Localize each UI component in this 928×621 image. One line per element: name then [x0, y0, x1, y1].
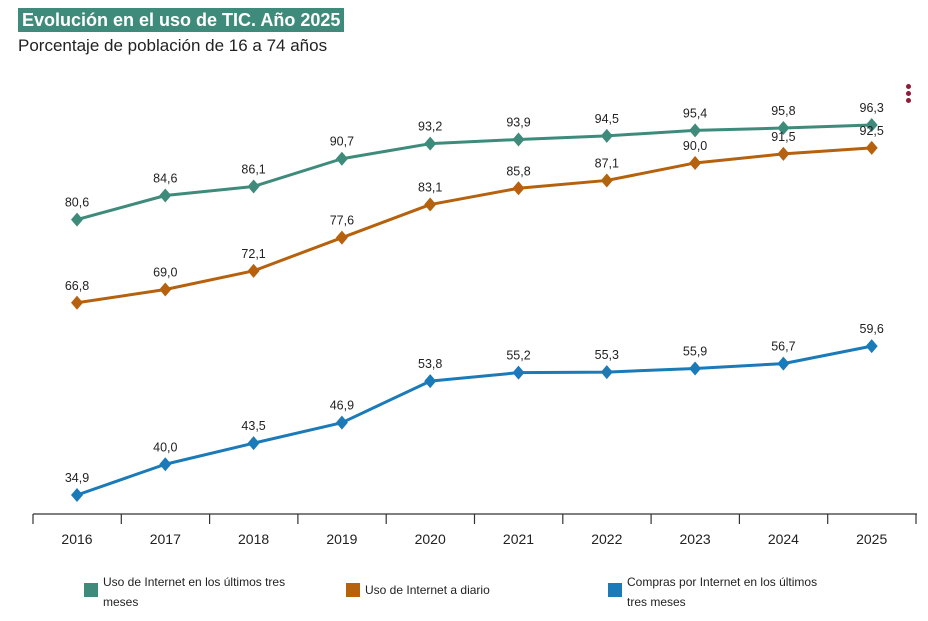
data-point[interactable] [600, 128, 613, 143]
data-label: 55,9 [683, 344, 707, 358]
data-label: 93,9 [506, 115, 530, 129]
data-point[interactable] [424, 197, 437, 212]
chart-subtitle: Porcentaje de población de 16 a 74 años [18, 36, 328, 55]
x-tick-label: 2019 [326, 531, 357, 547]
x-tick-label: 2023 [680, 531, 711, 547]
data-label: 96,3 [860, 101, 884, 115]
line-chart: 2016 2017 2018 2019 2020 2021 2022 2023 2024 2025… [32, 101, 917, 547]
data-label: 91,5 [771, 130, 795, 144]
data-point[interactable] [424, 136, 437, 151]
data-label: 95,4 [683, 106, 707, 120]
data-point[interactable] [247, 263, 260, 278]
x-tick-label: 2024 [768, 531, 799, 547]
data-label: 34,9 [65, 471, 89, 485]
data-point[interactable] [865, 140, 878, 155]
data-point[interactable] [71, 488, 83, 502]
data-point[interactable] [865, 118, 878, 132]
data-label: 92,5 [860, 124, 884, 138]
data-point[interactable] [512, 181, 525, 196]
x-tick-label: 2022 [591, 531, 622, 547]
data-point[interactable] [71, 295, 83, 310]
data-point[interactable] [689, 123, 702, 138]
data-point[interactable] [247, 179, 260, 194]
x-tick-label: 2020 [415, 531, 446, 547]
series-line [76, 344, 872, 497]
data-point[interactable] [600, 173, 613, 188]
data-label: 77,6 [330, 214, 354, 228]
data-label: 59,6 [860, 322, 884, 336]
data-label: 94,5 [595, 112, 619, 126]
data-label: 43,5 [241, 419, 265, 433]
data-point[interactable] [335, 415, 348, 430]
data-label: 55,3 [595, 348, 619, 362]
series-line [76, 146, 872, 305]
data-point[interactable] [865, 339, 878, 354]
data-label: 83,1 [418, 181, 442, 195]
legend-label: Uso de Internet a diario [365, 583, 490, 597]
data-label: 40,0 [153, 440, 177, 454]
data-point[interactable] [247, 436, 260, 451]
data-point[interactable] [159, 188, 172, 203]
data-point[interactable] [689, 361, 702, 376]
data-label: 66,8 [65, 279, 89, 293]
x-tick-label: 2021 [503, 531, 534, 547]
x-tick-label: 2018 [238, 531, 269, 547]
data-point[interactable] [159, 457, 172, 472]
data-label: 72,1 [241, 247, 265, 261]
data-point[interactable] [512, 365, 525, 380]
data-point[interactable] [777, 121, 790, 136]
data-label: 80,6 [65, 196, 89, 210]
data-point[interactable] [512, 132, 525, 147]
data-point[interactable] [689, 155, 702, 170]
data-label: 84,6 [153, 172, 177, 186]
series-line [76, 123, 872, 222]
legend-label: Uso de Internet en los últimos tres meses [103, 575, 286, 609]
data-label: 53,8 [418, 357, 442, 371]
data-point[interactable] [777, 356, 790, 371]
data-point[interactable] [71, 212, 83, 227]
legend-swatch [608, 583, 622, 597]
data-label: 85,8 [506, 164, 530, 178]
data-label: 90,0 [683, 139, 707, 153]
data-point[interactable] [424, 374, 437, 389]
data-label: 55,2 [506, 349, 530, 363]
data-label: 93,2 [418, 120, 442, 134]
data-point[interactable] [777, 146, 790, 161]
x-tick-label: 2016 [61, 531, 92, 547]
data-label: 87,1 [595, 156, 619, 170]
x-tick-label: 2017 [150, 531, 181, 547]
chart-title: Evolución en el uso de TIC. Año 2025 [18, 8, 345, 32]
data-point[interactable] [600, 365, 613, 380]
data-point[interactable] [159, 282, 172, 297]
legend-swatch [346, 583, 360, 597]
more-vertical-icon[interactable] [904, 84, 912, 106]
x-tick-label: 2025 [856, 531, 887, 547]
data-point[interactable] [335, 151, 348, 166]
data-label: 69,0 [153, 266, 177, 280]
data-label: 56,7 [771, 340, 795, 354]
data-point[interactable] [335, 230, 348, 245]
legend-swatch [84, 583, 98, 597]
data-label: 86,1 [241, 162, 265, 176]
data-label: 46,9 [330, 399, 354, 413]
data-label: 90,7 [330, 135, 354, 149]
legend-label: Compras por Internet en los últimos tres … [627, 575, 818, 609]
data-label: 95,8 [771, 104, 795, 118]
